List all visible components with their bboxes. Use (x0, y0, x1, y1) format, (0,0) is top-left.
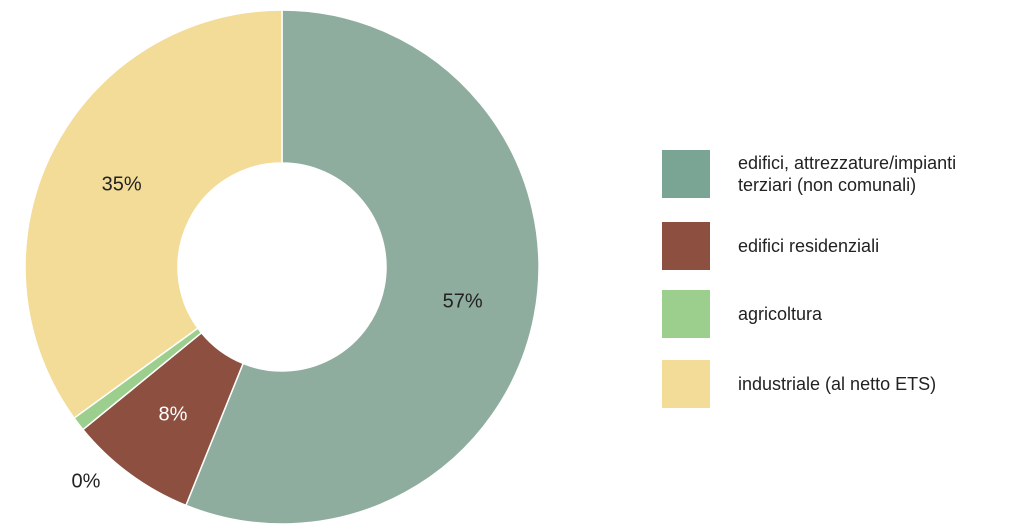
legend-item-terziari: edifici, attrezzature/impianti terziari … (662, 150, 956, 198)
legend-label-agricoltura: agricoltura (738, 304, 823, 324)
legend-item-agricoltura: agricoltura (662, 290, 822, 338)
legend-swatch-agricoltura (662, 290, 710, 338)
legend-label-industriale: industriale (al netto ETS) (738, 374, 937, 394)
donut-slice-industriale (24, 9, 283, 420)
data-label-industriale: 35% (102, 174, 142, 196)
data-label-terziari: 57% (443, 290, 483, 312)
legend-swatch-industriale (662, 360, 710, 408)
legend-label-terziari: edifici, attrezzature/impianti terziari … (738, 153, 957, 195)
legend-item-industriale: industriale (al netto ETS) (662, 360, 936, 408)
donut-slice-terziari (184, 9, 540, 525)
data-label-agricoltura: 0% (72, 470, 101, 492)
legend-swatch-residenziali (662, 222, 710, 270)
data-label-residenziali: 8% (158, 403, 187, 425)
legend-label-residenziali: edifici residenziali (738, 236, 880, 256)
legend-item-residenziali: edifici residenziali (662, 222, 879, 270)
legend-swatch-terziari (662, 150, 710, 198)
